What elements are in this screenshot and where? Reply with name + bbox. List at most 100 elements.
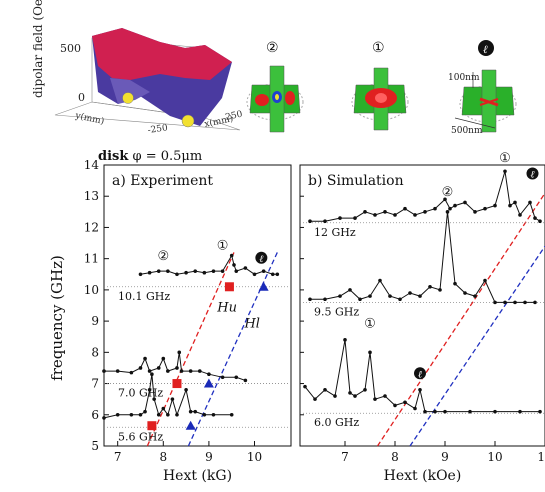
series-point xyxy=(538,409,542,414)
series-point xyxy=(518,409,522,414)
y-axis-title: frequency (GHz) xyxy=(48,255,66,381)
surface-plot: dipolar field (Oe) 500 0 y(mm) -250 x(mm… xyxy=(31,0,244,136)
series-point xyxy=(408,291,412,295)
y-tick-label: 14 xyxy=(84,158,100,172)
series-point xyxy=(403,400,407,405)
series-point xyxy=(161,356,166,361)
surface-zlabel: dipolar field (Oe) xyxy=(31,0,45,98)
series-point xyxy=(343,338,347,342)
y-axis-label: y(mm) xyxy=(73,110,105,127)
series-point xyxy=(175,272,179,277)
x-tick-neg: -250 xyxy=(147,123,169,136)
series-point xyxy=(270,272,275,277)
series-point xyxy=(211,269,216,273)
mode-map-l-label: ℓ xyxy=(483,43,488,56)
z-tick-500: 500 xyxy=(60,42,81,55)
series-point xyxy=(193,409,198,414)
series-point xyxy=(513,300,517,305)
triangle-marker xyxy=(185,420,196,430)
annotation-label: ℓ xyxy=(259,254,263,265)
series-point xyxy=(493,203,497,208)
series-point xyxy=(468,409,472,414)
series-point xyxy=(150,372,154,376)
annotation-label: Hu xyxy=(216,301,237,316)
series-point xyxy=(418,388,422,392)
square-marker xyxy=(172,379,182,389)
y-tick-label: 8 xyxy=(91,345,99,359)
series-point xyxy=(453,281,457,286)
x-tick-label: 9 xyxy=(205,450,213,464)
series-point xyxy=(234,269,239,273)
series-point xyxy=(193,269,198,273)
mode-l-badge xyxy=(414,367,426,380)
series-point xyxy=(102,369,106,373)
x-tick-label: 10 xyxy=(247,450,262,464)
disk-caption-rest: φ = 0.5μm xyxy=(128,149,202,164)
series-point xyxy=(438,288,442,292)
series-point xyxy=(413,213,417,217)
z-tick-0: 0 xyxy=(78,91,85,104)
annotation-label: ℓ xyxy=(418,369,422,380)
scale-100nm: 100nm xyxy=(448,73,480,83)
series-point xyxy=(348,288,352,292)
series-point xyxy=(358,297,362,302)
series-point xyxy=(348,391,352,395)
disk-caption: disk φ = 0.5μm xyxy=(98,149,202,164)
series-point xyxy=(147,270,152,275)
mode-map-1: ① xyxy=(351,40,409,131)
series-point xyxy=(323,297,327,302)
series-point xyxy=(523,300,527,305)
series-point xyxy=(138,412,143,417)
mode-map-2: ② xyxy=(246,40,304,133)
series-point xyxy=(179,369,184,373)
series-point xyxy=(418,294,422,298)
surface-point-left xyxy=(122,92,134,104)
y-tick-pos: 250 xyxy=(225,110,244,123)
series-point xyxy=(220,375,225,380)
series-point xyxy=(353,216,357,220)
series-point xyxy=(463,291,467,295)
scale-500nm: 500nm xyxy=(451,126,483,136)
series-point xyxy=(448,206,452,211)
series-point xyxy=(234,375,239,380)
series-point xyxy=(303,384,307,389)
annotation-label: ② xyxy=(442,185,454,200)
series-point xyxy=(207,372,211,376)
series-point xyxy=(403,206,407,211)
series-point xyxy=(202,270,207,275)
panel-simulation: 7 8 9 10 11 b) Simulation Hext (kOe) 12 GHz 9.5 … xyxy=(299,151,545,484)
series-point xyxy=(308,219,312,223)
series-point xyxy=(261,269,266,273)
series-point xyxy=(368,294,372,298)
series-point xyxy=(503,300,507,305)
series-point xyxy=(428,284,432,289)
series-point xyxy=(156,269,161,273)
series-point xyxy=(453,203,457,208)
series-point xyxy=(211,412,216,417)
series-line-2 xyxy=(304,339,540,413)
series-point xyxy=(528,200,532,205)
annotation-label: ① xyxy=(217,238,229,253)
square-marker xyxy=(224,282,234,292)
series-point xyxy=(161,406,166,411)
disk-caption-bold: disk xyxy=(98,149,129,164)
x-axis-title: Hext (kOe) xyxy=(384,468,462,484)
x-tick-label: 11 xyxy=(537,450,545,464)
mode-map-l: ℓ 100nm 500nm xyxy=(448,40,517,136)
x-axis-title: Hext (kG) xyxy=(163,468,232,484)
series-point xyxy=(433,206,437,211)
field-line-1 xyxy=(409,245,545,447)
series-label-2: 5.6 GHz xyxy=(118,430,163,443)
x-tick-label: 8 xyxy=(159,450,167,464)
annotation-label: ℓ xyxy=(530,169,534,180)
series-point xyxy=(166,269,170,273)
series-point xyxy=(368,350,372,355)
x-tick-label: 7 xyxy=(114,450,122,464)
series-point xyxy=(378,278,382,283)
x-tick-label: 9 xyxy=(441,450,449,464)
series-point xyxy=(313,397,317,401)
y-tick-label: 10 xyxy=(84,283,99,297)
triangle-marker xyxy=(258,281,269,291)
y-tick-label: 9 xyxy=(91,314,99,328)
series-point xyxy=(533,216,537,220)
